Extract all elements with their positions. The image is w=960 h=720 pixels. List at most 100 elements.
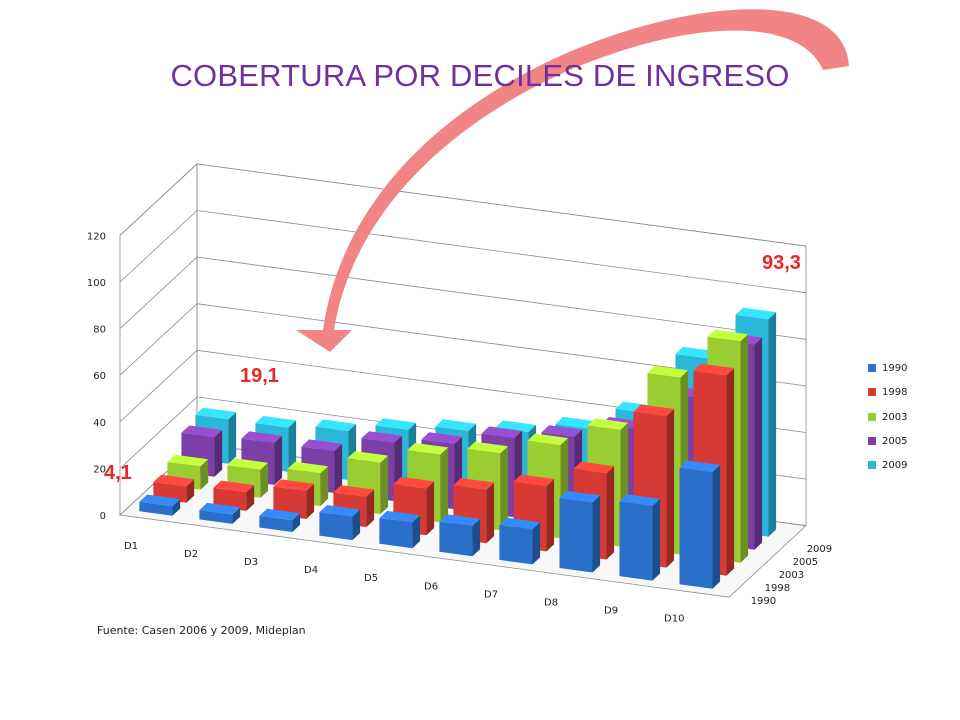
- bar-side: [228, 412, 237, 464]
- bar-side: [366, 489, 375, 528]
- bar-top: [301, 439, 343, 451]
- bar-side: [306, 483, 315, 519]
- bar-D6-1990: [439, 514, 481, 557]
- bar-top: [393, 476, 435, 489]
- bar-top: [195, 407, 237, 420]
- bar-top: [573, 461, 615, 474]
- gridline: [119, 256, 807, 340]
- bar-top: [559, 490, 601, 503]
- bar-side: [288, 420, 297, 472]
- bar-top: [181, 425, 223, 438]
- bar-D3-1990: [259, 508, 301, 532]
- gridline: [119, 303, 807, 387]
- bar-top: [495, 420, 537, 432]
- bar-side: [712, 465, 721, 589]
- bar-side: [546, 479, 555, 552]
- bar-side: [334, 443, 343, 493]
- bar-front: [439, 521, 473, 557]
- x-tick-label: D4: [304, 565, 318, 576]
- bar-side: [726, 368, 735, 576]
- bar-side: [500, 446, 509, 531]
- bar-side: [260, 462, 269, 498]
- bar-front: [379, 518, 413, 549]
- bar-side: [274, 435, 283, 485]
- bar-top: [379, 510, 421, 523]
- depth-tick-label: 1990: [751, 596, 776, 607]
- gridline: [119, 349, 807, 433]
- y-tick-label: 120: [87, 231, 106, 242]
- x-tick-label: D6: [424, 581, 438, 592]
- bar-side: [440, 447, 449, 523]
- bar-front: [259, 515, 293, 532]
- legend-swatch: [868, 388, 876, 397]
- legend-swatch: [868, 364, 876, 372]
- bar-top: [319, 505, 361, 517]
- arrow-body: [296, 9, 849, 352]
- bar-D2-1998: [213, 480, 255, 511]
- bar-top: [735, 307, 777, 320]
- bar-top: [375, 418, 417, 430]
- bar-side: [352, 509, 361, 541]
- bar-top: [707, 329, 749, 342]
- bar-top: [439, 514, 481, 526]
- bar-top: [693, 363, 735, 376]
- bar-front: [319, 512, 353, 541]
- legend-swatch: [868, 436, 876, 445]
- chart-title: COBERTURA POR DECILES DE INGRESO: [170, 58, 790, 93]
- bar-top: [527, 433, 569, 446]
- x-tick-label: D5: [364, 573, 378, 584]
- y-tick-label: 80: [93, 325, 106, 336]
- bar-D1-1990: [139, 494, 181, 516]
- bar-side: [606, 466, 615, 560]
- bar-side: [426, 481, 435, 536]
- bar-top: [255, 416, 297, 428]
- bar-side: [486, 482, 495, 544]
- bar-side: [412, 515, 421, 549]
- bar-top: [541, 425, 583, 437]
- y-tick-label: 0: [100, 511, 106, 522]
- bar-top: [139, 494, 181, 507]
- legend-swatch: [868, 412, 876, 421]
- bar-top: [407, 443, 449, 455]
- callout-d1-1990: 4,1: [104, 462, 132, 484]
- bar-side: [172, 499, 181, 516]
- bar-front: [139, 501, 173, 516]
- bar-top: [273, 479, 315, 491]
- bar-top: [513, 474, 555, 487]
- legend-label: 2005: [882, 435, 908, 447]
- bar-top: [333, 485, 375, 497]
- gridline: [119, 163, 807, 247]
- x-tick-label: D7: [484, 589, 498, 600]
- gridline: [119, 210, 807, 294]
- bar-top: [199, 502, 241, 515]
- bar-top: [467, 441, 509, 454]
- bar-side: [200, 459, 209, 490]
- x-tick-label: D2: [184, 549, 198, 560]
- bar-top: [421, 432, 463, 444]
- bar-front: [499, 524, 533, 565]
- callout-d10-2009: 93,3: [762, 252, 801, 274]
- bar-front: [199, 510, 233, 524]
- legend-label: 1998: [882, 387, 908, 399]
- bar-side: [754, 337, 763, 550]
- bar-top: [227, 458, 269, 470]
- bar-side: [472, 518, 481, 557]
- bar-side: [380, 455, 389, 515]
- chart-axis-labels: 0 20 40 60 80 100 120 D1 D2 D3 D4 D5 D6 D7 D8 D9 D10 1990…: [87, 231, 832, 624]
- bar-front: [619, 501, 653, 581]
- y-tick-label: 60: [93, 371, 106, 382]
- x-tick-label: D9: [604, 606, 618, 617]
- depth-tick-label: 2009: [807, 544, 832, 555]
- bar-top: [619, 494, 661, 506]
- legend-label: 2003: [882, 411, 908, 423]
- bar-side: [666, 409, 675, 568]
- bar-top: [153, 474, 195, 487]
- bar-top: [633, 404, 675, 417]
- bar-top: [679, 460, 721, 473]
- bar-top: [499, 517, 541, 530]
- depth-tick-label: 1998: [765, 583, 790, 594]
- y-tick-label: 40: [93, 418, 106, 429]
- bar-top: [647, 365, 689, 378]
